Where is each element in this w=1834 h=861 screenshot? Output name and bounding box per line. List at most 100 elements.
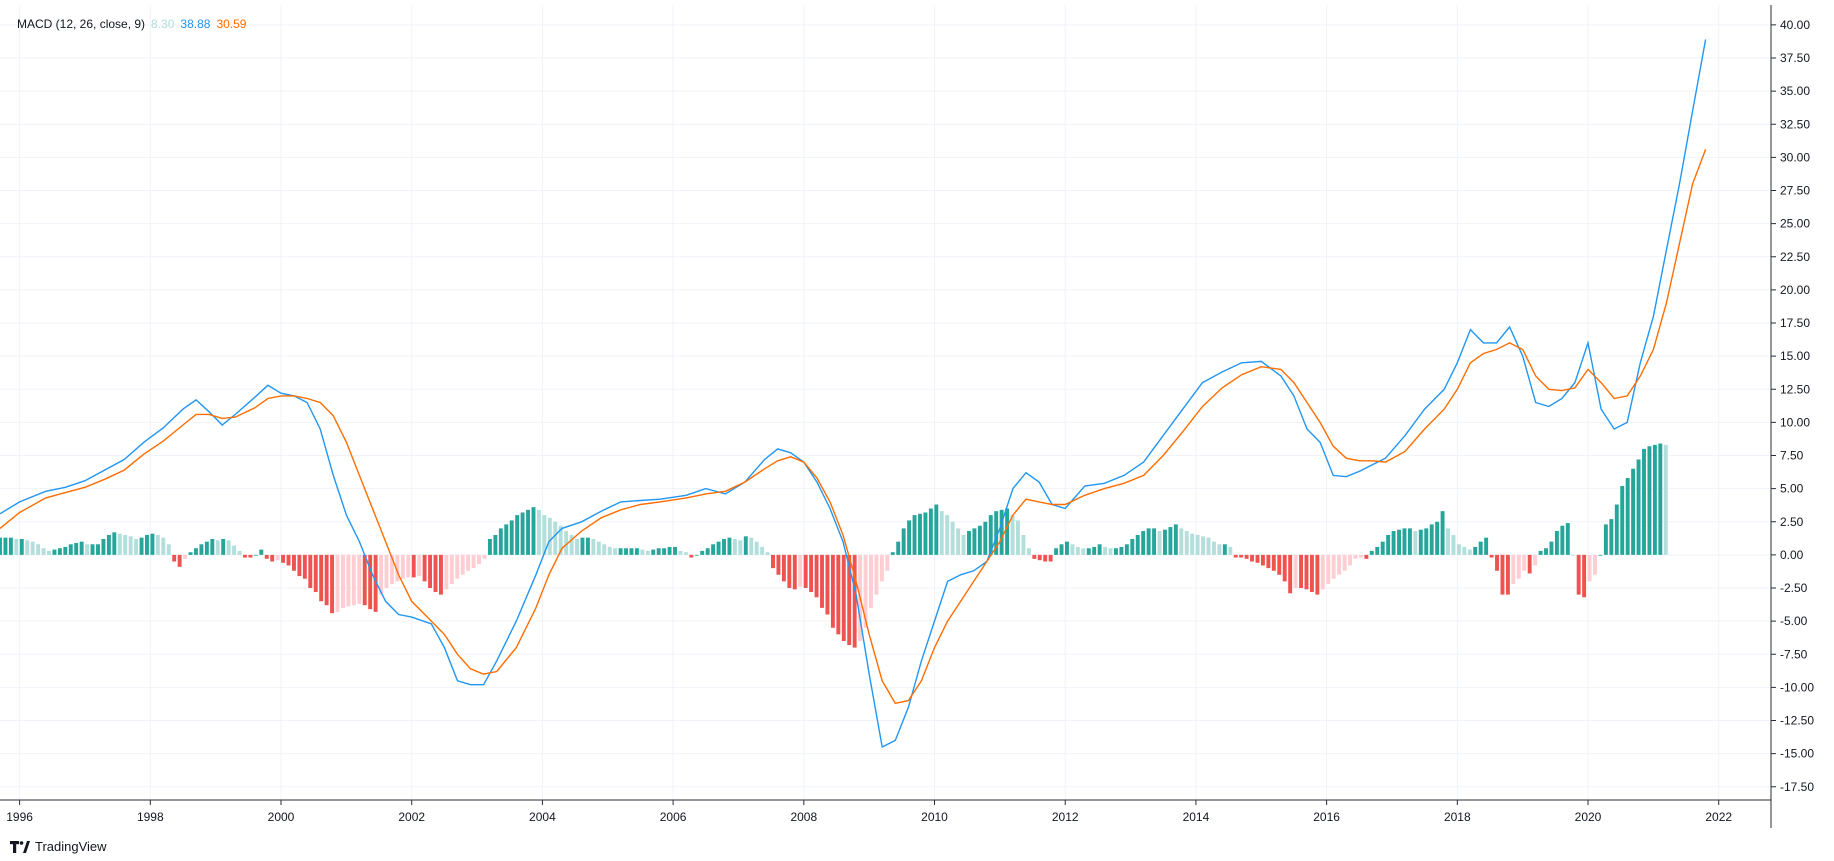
histogram-bar: [1587, 554, 1592, 582]
x-tick-label: 2010: [921, 810, 948, 824]
histogram-bar: [689, 554, 694, 558]
macd-value: 38.88: [180, 17, 211, 31]
histogram-bar: [1266, 554, 1271, 569]
y-tick-label: 30.00: [1780, 150, 1810, 164]
histogram-bar: [232, 545, 237, 555]
histogram-bar: [1021, 535, 1026, 555]
histogram-bar: [406, 554, 411, 578]
histogram-bar: [1522, 554, 1527, 571]
histogram-bar: [1048, 554, 1053, 562]
histogram-bar: [776, 554, 781, 575]
y-tick-label: 20.00: [1780, 283, 1810, 297]
histogram-bar: [928, 508, 933, 555]
histogram-bar: [1201, 536, 1206, 555]
histogram-bar: [1326, 554, 1331, 585]
histogram-bar: [1625, 478, 1630, 555]
histogram-bar: [798, 554, 803, 587]
histogram-bar: [264, 554, 269, 559]
histogram-bar: [994, 511, 999, 555]
histogram-bar: [716, 541, 721, 555]
histogram-bar: [270, 554, 275, 562]
histogram-bar: [183, 554, 188, 559]
histogram-bar: [1456, 544, 1461, 555]
histogram-bar: [1195, 535, 1200, 555]
brand-name: TradingView: [35, 839, 107, 854]
y-tick-label: -17.50: [1780, 780, 1814, 794]
histogram-bar: [253, 554, 258, 556]
histogram-bar: [79, 541, 84, 555]
histogram-bar: [1369, 550, 1374, 555]
x-tick-label: 2022: [1705, 810, 1732, 824]
histogram-bar: [145, 535, 149, 555]
histogram-bar: [1642, 448, 1646, 555]
histogram-bar: [1070, 544, 1075, 555]
histogram-bar: [1092, 546, 1097, 555]
histogram-bar: [1271, 554, 1276, 571]
x-tick-label: 1996: [6, 810, 33, 824]
x-tick-label: 2006: [660, 810, 687, 824]
histogram-bar: [1571, 554, 1576, 556]
histogram-bar: [1222, 544, 1227, 555]
histogram-bar: [1190, 533, 1195, 555]
histogram-bar: [417, 554, 422, 577]
histogram-bar: [874, 554, 879, 595]
price-axis[interactable]: 40.00 37.50 35.00 32.50 30.00 27.50 25.00 22.50…: [1771, 18, 1814, 794]
histogram-bar: [471, 554, 476, 569]
histogram-bar: [346, 554, 351, 607]
indicator-legend[interactable]: MACD (12, 26, close, 9) 8.30 38.88 30.59: [17, 17, 252, 31]
histogram-bar: [869, 554, 873, 608]
histogram-bar: [1130, 538, 1135, 555]
histogram-bar: [901, 528, 906, 555]
histogram-bar: [1217, 544, 1222, 555]
histogram-bar: [1206, 537, 1211, 555]
indicator-title: MACD (12, 26, close, 9): [17, 17, 146, 31]
histogram-bar: [411, 554, 416, 578]
x-tick-label: 2016: [1313, 810, 1340, 824]
time-axis[interactable]: 1996 1998 2000 2002 2004 2006 2008 2010 2012 2014…: [6, 800, 1732, 824]
histogram-bar: [1288, 554, 1293, 594]
histogram-bar: [106, 535, 111, 555]
histogram-bar: [1533, 554, 1538, 566]
histogram-bar: [575, 538, 579, 555]
histogram-bar: [74, 542, 79, 555]
histogram-bar: [585, 537, 590, 555]
x-tick-label: 2004: [529, 810, 556, 824]
histogram-bar: [830, 554, 835, 628]
histogram-bar: [1380, 541, 1385, 555]
histogram-bar: [1554, 531, 1559, 555]
histogram-bar: [841, 554, 846, 641]
histogram-bar: [199, 544, 204, 555]
histogram-bar: [825, 554, 830, 615]
y-tick-label: 25.00: [1780, 217, 1810, 231]
x-tick-label: 2008: [790, 810, 817, 824]
histogram-bar: [498, 528, 503, 555]
histogram-bar: [248, 554, 253, 558]
histogram-bar: [112, 532, 117, 555]
histogram-bar: [379, 554, 384, 595]
histogram-bar: [1603, 524, 1608, 555]
histogram-bar: [1663, 444, 1668, 555]
histogram-bar: [711, 544, 716, 555]
histogram-bar: [1462, 546, 1467, 555]
histogram-bar: [743, 536, 748, 555]
tradingview-brand[interactable]: TradingView: [10, 839, 107, 854]
histogram-series: [0, 443, 1668, 648]
histogram-bar: [243, 554, 247, 558]
y-tick-label: 22.50: [1780, 250, 1810, 264]
histogram-bar: [123, 535, 128, 555]
y-tick-label: -10.00: [1780, 680, 1814, 694]
histogram-bar: [313, 554, 318, 592]
y-tick-label: 17.50: [1780, 316, 1810, 330]
histogram-bar: [950, 521, 955, 555]
histogram-bar: [934, 504, 939, 555]
y-tick-label: -12.50: [1780, 714, 1814, 728]
histogram-bar: [400, 554, 405, 579]
histogram-bar: [618, 548, 623, 555]
histogram-bar: [166, 544, 171, 555]
histogram-bar: [1113, 548, 1118, 555]
histogram-bar: [482, 554, 487, 559]
histogram-bar: [204, 541, 209, 555]
histogram-bar: [308, 554, 313, 588]
histogram-bar: [640, 549, 645, 555]
